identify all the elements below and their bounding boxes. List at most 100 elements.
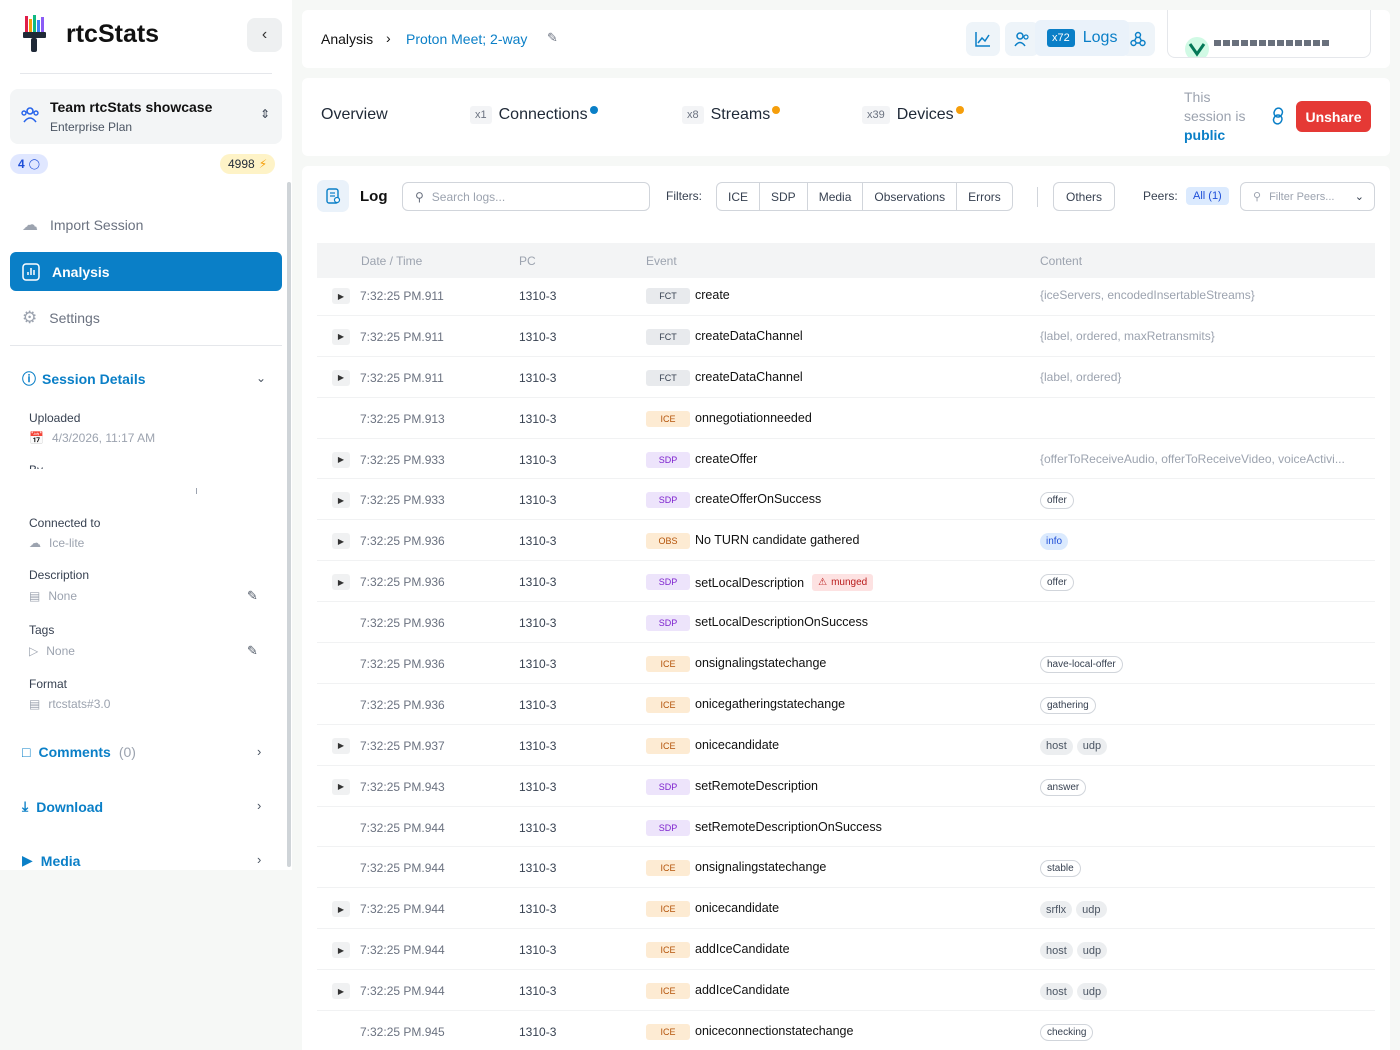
peers-filter-select[interactable]: ⚲ Filter Peers... ⌄ bbox=[1240, 182, 1375, 211]
event-type-badge: ICE bbox=[646, 942, 690, 959]
chevron-right-icon: › bbox=[386, 30, 391, 46]
expand-row-icon[interactable]: ▶ bbox=[332, 901, 350, 918]
candidate-chip: host bbox=[1040, 942, 1073, 960]
table-row[interactable]: 7:32:25 PM.944 1310-3 SDP setRemoteDescript… bbox=[317, 807, 1375, 848]
table-row[interactable]: 7:32:25 PM.945 1310-3 ICE oniceconnectionst… bbox=[317, 1011, 1375, 1050]
expand-row-icon[interactable]: ▶ bbox=[332, 737, 350, 754]
expand-row-icon[interactable]: ▶ bbox=[332, 451, 350, 468]
table-row[interactable]: 7:32:25 PM.936 1310-3 SDP setLocalDescripti… bbox=[317, 602, 1375, 644]
nav-import-session[interactable]: ☁ Import Session bbox=[10, 205, 282, 244]
filter-errors[interactable]: Errors bbox=[968, 189, 1001, 204]
row-pc: 1310-3 bbox=[519, 902, 557, 917]
expand-row-icon[interactable]: ▶ bbox=[332, 328, 350, 345]
edit-tags-icon[interactable]: ✎ bbox=[247, 643, 258, 658]
expand-row-icon[interactable]: ▶ bbox=[332, 942, 350, 959]
comments-count: (0) bbox=[118, 744, 136, 760]
link-icon[interactable] bbox=[1270, 107, 1286, 128]
breadcrumb-root[interactable]: Analysis bbox=[321, 31, 374, 47]
table-row[interactable]: ▶ 7:32:25 PM.933 1310-3 SDP createOfferOnSuc… bbox=[317, 479, 1375, 521]
media-icon: ▶ bbox=[22, 852, 33, 867]
share-text-middle: session is bbox=[1184, 108, 1246, 124]
team-selector[interactable]: Team rtcStats showcase Enterprise Plan ⇕ bbox=[10, 89, 282, 144]
edit-title-icon[interactable]: ✎ bbox=[547, 30, 558, 45]
table-row[interactable]: ▶ 7:32:25 PM.933 1310-3 SDP createOffer {offe… bbox=[317, 439, 1375, 480]
log-search[interactable]: ⚲ bbox=[402, 182, 650, 211]
divider bbox=[196, 488, 197, 494]
table-row[interactable]: ▶ 7:32:25 PM.944 1310-3 ICE addIceCandidate h… bbox=[317, 929, 1375, 971]
media-link[interactable]: ▶ Media bbox=[22, 852, 80, 867]
row-pc: 1310-3 bbox=[519, 779, 557, 794]
table-row[interactable]: ▶ 7:32:25 PM.937 1310-3 ICE onicecandidate ho… bbox=[317, 725, 1375, 766]
tab-overview[interactable]: Overview bbox=[321, 106, 388, 124]
column-pc[interactable]: PC bbox=[519, 254, 536, 268]
collapse-sidebar-button[interactable]: ‹ bbox=[247, 18, 282, 52]
user-menu[interactable] bbox=[1167, 10, 1371, 58]
table-row[interactable]: ▶ 7:32:25 PM.936 1310-3 SDP setLocalDescript… bbox=[317, 561, 1375, 603]
by-label: By bbox=[29, 463, 43, 469]
expand-row-icon[interactable]: ▶ bbox=[332, 369, 350, 386]
unshare-button[interactable]: Unshare bbox=[1296, 101, 1371, 132]
filter-media[interactable]: Media bbox=[808, 183, 864, 210]
table-row[interactable]: ▶ 7:32:25 PM.943 1310-3 SDP setRemoteDescrip… bbox=[317, 766, 1375, 807]
chevron-right-icon[interactable]: › bbox=[257, 852, 262, 867]
table-row[interactable]: 7:32:25 PM.936 1310-3 ICE onicegatheringsta… bbox=[317, 684, 1375, 725]
chevron-right-icon[interactable]: › bbox=[257, 798, 262, 813]
tab-streams[interactable]: x8 Streams bbox=[682, 106, 781, 124]
column-event[interactable]: Event bbox=[646, 254, 677, 268]
tab-devices[interactable]: x39 Devices bbox=[862, 106, 964, 124]
participants-button[interactable] bbox=[1005, 22, 1039, 56]
chevron-right-icon[interactable]: › bbox=[257, 744, 262, 759]
peers-all-badge[interactable]: All (1) bbox=[1186, 187, 1229, 205]
media-label: Media bbox=[40, 852, 81, 868]
nav-analysis[interactable]: Analysis bbox=[10, 252, 282, 291]
nav-settings[interactable]: ⚙ Settings bbox=[10, 298, 282, 337]
expand-row-icon[interactable]: ▶ bbox=[332, 778, 350, 795]
row-time: 7:32:25 PM.937 bbox=[360, 738, 445, 753]
row-event: onnegotiationneeded bbox=[695, 411, 812, 425]
candidate-chip: udp bbox=[1076, 983, 1108, 1001]
expand-row-icon[interactable]: ▶ bbox=[332, 533, 350, 550]
table-row[interactable]: ▶ 7:32:25 PM.911 1310-3 FCT createDataChanne… bbox=[317, 357, 1375, 398]
table-row[interactable]: 7:32:25 PM.936 1310-3 ICE onsignalingstatec… bbox=[317, 643, 1375, 684]
users-count-badge[interactable]: 4 ◯ bbox=[10, 154, 48, 174]
tags-label: Tags bbox=[29, 623, 55, 637]
column-datetime[interactable]: Date / Time bbox=[361, 254, 423, 268]
brand[interactable]: rtcStats bbox=[20, 14, 159, 54]
table-row[interactable]: 7:32:25 PM.913 1310-3 ICE onnegotiationneed… bbox=[317, 398, 1375, 439]
table-row[interactable]: ▶ 7:32:25 PM.944 1310-3 ICE addIceCandidate h… bbox=[317, 970, 1375, 1012]
table-row[interactable]: ▶ 7:32:25 PM.936 1310-3 OBS No TURN candidat… bbox=[317, 520, 1375, 562]
row-time: 7:32:25 PM.933 bbox=[360, 493, 445, 508]
filter-ice[interactable]: ICE bbox=[717, 183, 761, 210]
filter-observations[interactable]: Observations bbox=[863, 183, 958, 210]
tab-logs[interactable]: x72 Logs bbox=[1035, 20, 1129, 56]
session-details-toggle[interactable]: ⓘ Session Details bbox=[22, 369, 146, 389]
row-event: addIceCandidate bbox=[695, 942, 790, 956]
tab-connections[interactable]: x1 Connections bbox=[470, 106, 598, 124]
column-content[interactable]: Content bbox=[1040, 254, 1083, 268]
table-row[interactable]: ▶ 7:32:25 PM.911 1310-3 FCT createDataChanne… bbox=[317, 316, 1375, 357]
row-content: host udp bbox=[1040, 737, 1108, 755]
others-filter-button[interactable]: Others bbox=[1053, 182, 1115, 211]
content-chip: checking bbox=[1040, 1024, 1094, 1042]
expand-row-icon[interactable]: ▶ bbox=[332, 983, 350, 1000]
expand-row-icon[interactable]: ▶ bbox=[332, 492, 350, 509]
row-pc: 1310-3 bbox=[519, 616, 557, 631]
expand-row-icon[interactable]: ▶ bbox=[332, 574, 350, 591]
event-type-badge: FCT bbox=[646, 328, 690, 345]
table-row[interactable]: 7:32:25 PM.944 1310-3 ICE onsignalingstatec… bbox=[317, 847, 1375, 889]
row-time: 7:32:25 PM.936 bbox=[360, 616, 445, 631]
table-row[interactable]: ▶ 7:32:25 PM.911 1310-3 FCT create {iceServer… bbox=[317, 275, 1375, 316]
table-row[interactable]: ▶ 7:32:25 PM.944 1310-3 ICE onicecandidate sr… bbox=[317, 888, 1375, 930]
edit-description-icon[interactable]: ✎ bbox=[247, 588, 258, 603]
chevron-down-icon[interactable]: ⌄ bbox=[256, 371, 267, 385]
log-search-input[interactable] bbox=[431, 189, 632, 204]
row-content: srflx udp bbox=[1040, 901, 1107, 919]
expand-row-icon[interactable]: ▶ bbox=[332, 288, 350, 304]
credits-badge[interactable]: 4998 ⚡ bbox=[220, 154, 276, 174]
line-chart-button[interactable] bbox=[966, 22, 1000, 56]
sidebar-scrollbar[interactable] bbox=[287, 182, 291, 867]
comments-link[interactable]: □ Comments (0) bbox=[22, 744, 136, 760]
row-event-label: onicegatheringstatechange bbox=[695, 696, 846, 711]
filter-sdp[interactable]: SDP bbox=[760, 183, 808, 210]
download-link[interactable]: ⤓ Download bbox=[22, 798, 103, 815]
